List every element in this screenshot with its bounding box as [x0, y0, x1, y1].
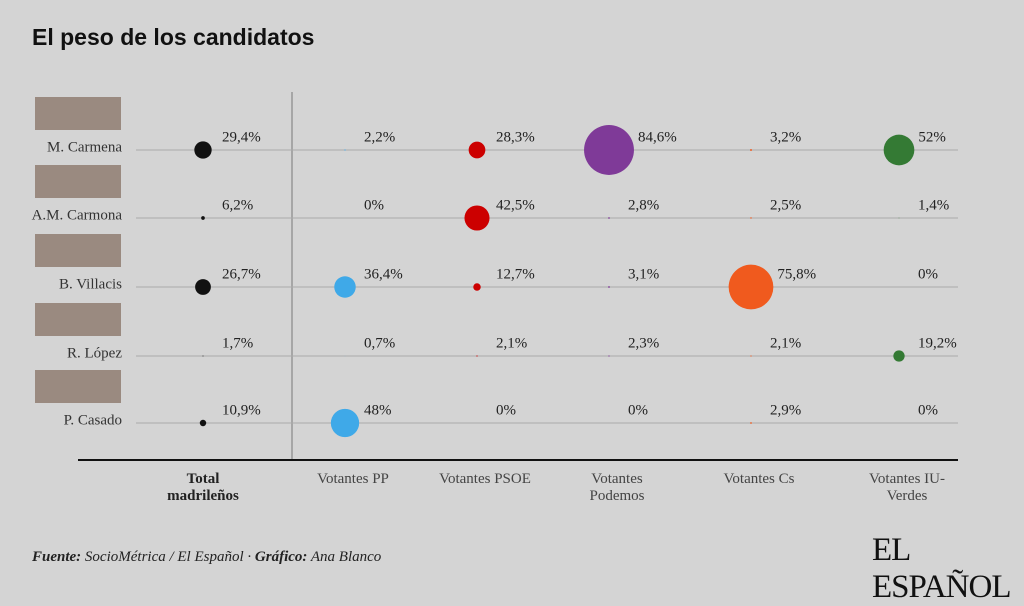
- value-label: 2,8%: [628, 197, 659, 213]
- value-label: 12,7%: [496, 266, 535, 282]
- candidate-photo: [35, 165, 121, 198]
- candidate-name: P. Casado: [64, 412, 122, 428]
- bubble: [473, 283, 480, 290]
- bubble: [884, 135, 915, 166]
- candidate-photo: [35, 370, 121, 403]
- candidate-name: B. Villacis: [59, 276, 122, 292]
- column-header: Total madrileños: [158, 471, 248, 505]
- value-label: 75,8%: [777, 266, 816, 282]
- bubble: [194, 141, 211, 158]
- value-label: 3,2%: [770, 129, 801, 145]
- bubble: [200, 420, 206, 426]
- source: SocioMétrica / El Español ·: [85, 549, 251, 565]
- footer: Fuente: SocioMétrica / El Español · Gráf…: [32, 549, 381, 566]
- bubble: [608, 217, 610, 219]
- bubble: [334, 276, 355, 297]
- candidate-photo: [35, 97, 121, 130]
- column-header: Votantes Cs: [704, 471, 814, 488]
- value-label: 48%: [364, 402, 392, 418]
- value-label: 0%: [918, 402, 938, 418]
- bubble: [750, 149, 752, 151]
- column-header: Votantes PSOE: [430, 471, 540, 488]
- value-label: 6,2%: [222, 197, 253, 213]
- value-label: 1,7%: [222, 335, 253, 351]
- bubble: [469, 142, 486, 159]
- value-label: 2,1%: [770, 335, 801, 351]
- bubble: [202, 355, 203, 356]
- bubble: [750, 422, 752, 424]
- credit-label: Gráfico:: [255, 549, 308, 565]
- column-header: Votantes Podemos: [562, 471, 672, 505]
- value-label: 0,7%: [364, 335, 395, 351]
- candidate-photo: [35, 303, 121, 336]
- value-label: 0%: [364, 197, 384, 213]
- value-label: 42,5%: [496, 197, 535, 213]
- bubble: [464, 205, 489, 230]
- value-label: 2,5%: [770, 197, 801, 213]
- value-label: 1,4%: [918, 197, 949, 213]
- value-label: 2,2%: [364, 129, 395, 145]
- bubble: [750, 355, 751, 356]
- bubble: [608, 286, 610, 288]
- bubble: [750, 217, 751, 218]
- value-label: 2,9%: [770, 402, 801, 418]
- bubble: [195, 279, 211, 295]
- bubble: [729, 265, 774, 310]
- value-label: 19,2%: [918, 335, 957, 351]
- candidate-name: M. Carmena: [47, 139, 122, 155]
- value-label: 26,7%: [222, 266, 261, 282]
- logo: EL ESPAÑOL: [872, 532, 1024, 606]
- value-label: 0%: [496, 402, 516, 418]
- value-label: 52%: [918, 129, 946, 145]
- bubble: [344, 149, 345, 150]
- candidate-name: A.M. Carmona: [32, 207, 123, 223]
- bubble: [331, 409, 359, 437]
- value-label: 10,9%: [222, 402, 261, 418]
- bubble: [608, 355, 609, 356]
- bubble: [476, 355, 477, 356]
- value-label: 2,3%: [628, 335, 659, 351]
- candidate-photo: [35, 234, 121, 267]
- bubble: [893, 350, 904, 361]
- value-label: 36,4%: [364, 266, 403, 282]
- column-header: Votantes PP: [298, 471, 408, 488]
- bubble: [899, 218, 900, 219]
- value-label: 2,1%: [496, 335, 527, 351]
- column-header: Votantes IU-Verdes: [852, 471, 962, 505]
- value-label: 29,4%: [222, 129, 261, 145]
- value-label: 84,6%: [638, 129, 677, 145]
- value-label: 3,1%: [628, 266, 659, 282]
- credit: Ana Blanco: [311, 549, 381, 565]
- candidate-name: R. López: [67, 345, 122, 361]
- source-label: Fuente:: [32, 549, 81, 565]
- bubble: [201, 216, 205, 220]
- value-label: 0%: [918, 266, 938, 282]
- value-label: 28,3%: [496, 129, 535, 145]
- value-label: 0%: [628, 402, 648, 418]
- bubble: [584, 125, 634, 175]
